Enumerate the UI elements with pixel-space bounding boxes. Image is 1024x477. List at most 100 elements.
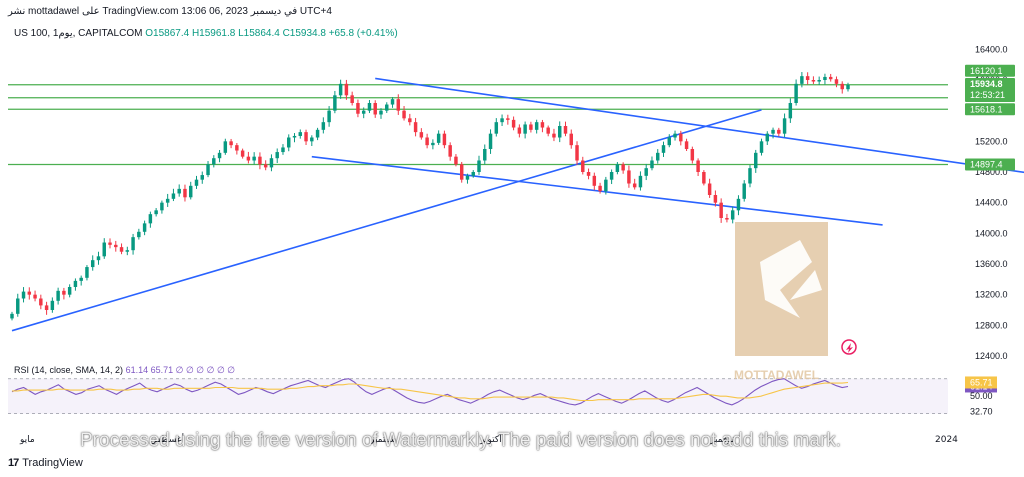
candle (281, 144, 285, 155)
candle (102, 238, 106, 259)
candle (327, 106, 331, 127)
price-tick-label: 14000.0 (975, 228, 1008, 238)
candle (575, 141, 579, 166)
candle (696, 158, 700, 176)
candle (50, 297, 55, 313)
candle (315, 127, 320, 141)
candle-body (754, 152, 758, 169)
candle-body (811, 80, 816, 82)
candle (235, 143, 239, 155)
candle-body (748, 168, 752, 184)
candle-body (529, 124, 533, 130)
candle-body (794, 83, 798, 103)
candle (656, 149, 660, 164)
candle (483, 144, 487, 165)
candle-body (742, 183, 746, 199)
ohlc-values: O15867.4 H15961.8 L15864.4 C15934.8 +65.… (145, 28, 398, 39)
candle-body (327, 110, 331, 123)
candle-body (171, 193, 176, 199)
candle-body (494, 122, 499, 134)
candle (90, 255, 95, 271)
symbol-name[interactable]: US 100, يوم1, CAPITALCOM (14, 28, 143, 39)
candle-body (846, 84, 850, 90)
candle-body (765, 133, 770, 142)
candle (511, 116, 516, 131)
footer-brand[interactable]: TradingView (22, 457, 83, 469)
trend-line (375, 77, 1024, 174)
price-tick-label: 12800.0 (975, 320, 1008, 330)
candle-body (673, 133, 677, 138)
candle (125, 246, 130, 256)
candle (690, 146, 695, 164)
candle-body (725, 218, 729, 220)
candle-body (27, 291, 32, 295)
candle-body (119, 247, 124, 252)
rsi-tick-label: 32.70 (970, 406, 993, 416)
rsi-legend[interactable]: RSI (14, close, SMA, 14, 2) 61.14 65.71 … (14, 365, 235, 376)
candle (557, 121, 562, 143)
candle (436, 130, 441, 145)
candle (10, 311, 14, 321)
price-tick-label: 14400.0 (975, 198, 1008, 208)
time-tick-label: مايو (19, 435, 35, 445)
candle (442, 130, 447, 149)
rsi-tick-label: 65.71 (970, 377, 993, 387)
candle-body (431, 142, 435, 146)
candle (292, 133, 297, 143)
candle (754, 149, 758, 173)
candle (638, 171, 643, 191)
watermark: Processed using the free version of Wate… (80, 430, 842, 451)
candle-body (569, 133, 573, 146)
candle-body (396, 99, 401, 111)
price-label-text: 15934.8 (970, 79, 1003, 89)
candle-body (73, 280, 78, 287)
candle (667, 134, 671, 148)
candle (759, 138, 764, 156)
candle (56, 287, 60, 305)
candle (782, 113, 787, 138)
candle (730, 206, 735, 224)
price-label: 15934.812:53:21 (965, 77, 1015, 102)
candle-body (269, 158, 274, 168)
candle-body (79, 277, 83, 281)
candle (160, 200, 164, 214)
candle (604, 176, 608, 195)
time-tick-label: سبتمبر (369, 435, 396, 445)
candle-body (563, 126, 568, 134)
candle (142, 220, 147, 236)
candle (632, 178, 637, 190)
candle (44, 301, 49, 315)
candle-body (719, 202, 723, 218)
candle-body (131, 237, 135, 251)
candle (552, 128, 556, 142)
candle (477, 155, 481, 175)
trend-line (311, 155, 883, 226)
candle (707, 178, 712, 198)
candle (431, 139, 435, 150)
candle-body (177, 188, 181, 194)
candle (396, 94, 401, 115)
candle-body (598, 185, 602, 192)
candle-body (165, 198, 170, 203)
candle (304, 129, 308, 146)
candle (540, 119, 545, 133)
candle-body (442, 133, 447, 146)
candle (275, 148, 279, 164)
candle (361, 107, 366, 119)
candle (615, 162, 620, 175)
price-label: 14897.4 (965, 158, 1015, 171)
candle-body (21, 291, 26, 299)
candle (846, 82, 850, 92)
mottadawel-logo (735, 222, 857, 356)
candle (817, 76, 821, 85)
candle-body (546, 127, 550, 134)
candle-body (575, 145, 579, 161)
candle (713, 190, 718, 207)
candle-body (252, 156, 256, 161)
candle-body (696, 160, 700, 172)
candle-body (390, 99, 395, 105)
candle (252, 152, 256, 165)
candle-body (823, 76, 827, 80)
candle (246, 151, 251, 164)
candle-body (212, 158, 216, 165)
